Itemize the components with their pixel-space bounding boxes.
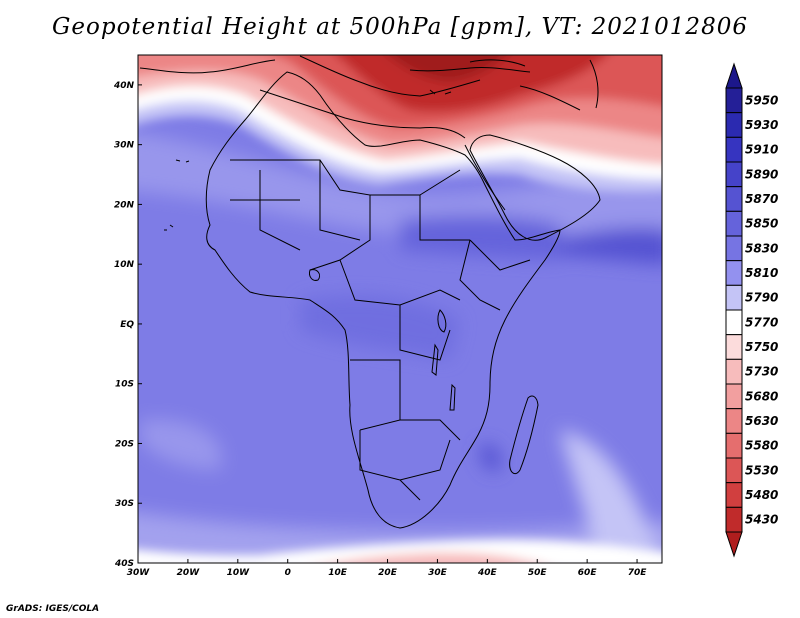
colorbar-label: 5850: [745, 217, 778, 231]
lat-tick-label: 20S: [115, 439, 134, 449]
lon-tick-label: 10E: [328, 568, 348, 578]
lat-tick-label: 30N: [114, 141, 135, 151]
colorbar-label: 5790: [745, 291, 778, 305]
colorbar-top-arrow: [725, 62, 743, 89]
lat-tick-label: 10N: [114, 260, 135, 270]
colorbar-swatch: [725, 506, 743, 533]
colorbar-label: 5910: [745, 143, 778, 157]
colorbar: 5950 5930 5910 5890 5870 5850 5830 5810 5790 5770…: [725, 62, 778, 558]
latitude-axis: 40N 30N 20N 10N EQ 10S 20S 30S 40S: [113, 81, 142, 569]
lon-tick-label: 70E: [628, 568, 648, 578]
colorbar-swatch: [725, 408, 743, 434]
colorbar-label: 5430: [745, 513, 778, 527]
colorbar-swatch: [725, 136, 743, 163]
lon-tick-label: 20W: [177, 568, 201, 578]
colorbar-label: 5730: [745, 365, 778, 379]
lon-tick-label: 30W: [127, 568, 151, 578]
colorbar-label: 5480: [745, 488, 778, 502]
colorbar-swatch: [725, 235, 743, 262]
colorbar-swatch: [725, 112, 743, 138]
colorbar-label: 5870: [745, 192, 778, 206]
colorbar-swatch: [725, 358, 743, 385]
colorbar-label: 5810: [745, 266, 778, 280]
lon-tick-label: 50E: [528, 568, 548, 578]
colorbar-swatch: [725, 432, 743, 459]
lon-tick-label: 0: [285, 568, 291, 578]
coastlines: [139, 55, 601, 529]
lon-tick-label: 20E: [378, 568, 398, 578]
lat-tick-label: 20N: [114, 200, 135, 210]
lat-tick-label: EQ: [120, 320, 134, 330]
colorbar-label: 5890: [745, 167, 778, 181]
colorbar-swatch: [725, 260, 743, 286]
lat-tick-label: 40S: [114, 559, 134, 569]
colorbar-swatch: [725, 284, 743, 311]
colorbar-swatch: [725, 383, 743, 410]
lon-tick-label: 40E: [477, 568, 498, 578]
colorbar-swatch: [725, 309, 743, 336]
colorbar-swatch: [725, 186, 743, 212]
colorbar-swatch: [725, 457, 743, 484]
lat-tick-label: 10S: [115, 380, 134, 390]
colorbar-swatch: [725, 161, 743, 188]
lat-tick-label: 40N: [113, 81, 135, 91]
colorbar-label: 5930: [745, 118, 778, 132]
map-frame: [137, 54, 663, 564]
colorbar-label: 5580: [745, 439, 778, 453]
lon-tick-label: 10W: [227, 568, 251, 578]
colorbar-swatch: [725, 87, 743, 114]
grads-credit: GrADS: IGES/COLA: [6, 604, 100, 614]
colorbar-label: 5530: [745, 463, 778, 477]
colorbar-swatch: [725, 482, 743, 508]
colorbar-label: 5630: [745, 414, 778, 428]
colorbar-label: 5830: [745, 241, 778, 255]
colorbar-label: 5750: [745, 340, 778, 354]
height-field: [138, 55, 662, 563]
colorbar-label: 5680: [745, 389, 778, 403]
lon-tick-label: 60E: [578, 568, 598, 578]
longitude-axis: 30W 20W 10W 0 10E 20E 30E 40E 50E 60E 70E: [127, 559, 647, 578]
colorbar-label: 5770: [745, 315, 778, 329]
colorbar-swatch: [725, 210, 743, 237]
plot-title: Geopotential Height at 500hPa [gpm], VT:…: [52, 14, 748, 40]
colorbar-label: 5950: [745, 93, 778, 107]
colorbar-bottom-arrow: [725, 531, 743, 558]
colorbar-swatch: [725, 334, 743, 360]
lat-tick-label: 30S: [115, 499, 134, 509]
lon-tick-label: 30E: [428, 568, 448, 578]
